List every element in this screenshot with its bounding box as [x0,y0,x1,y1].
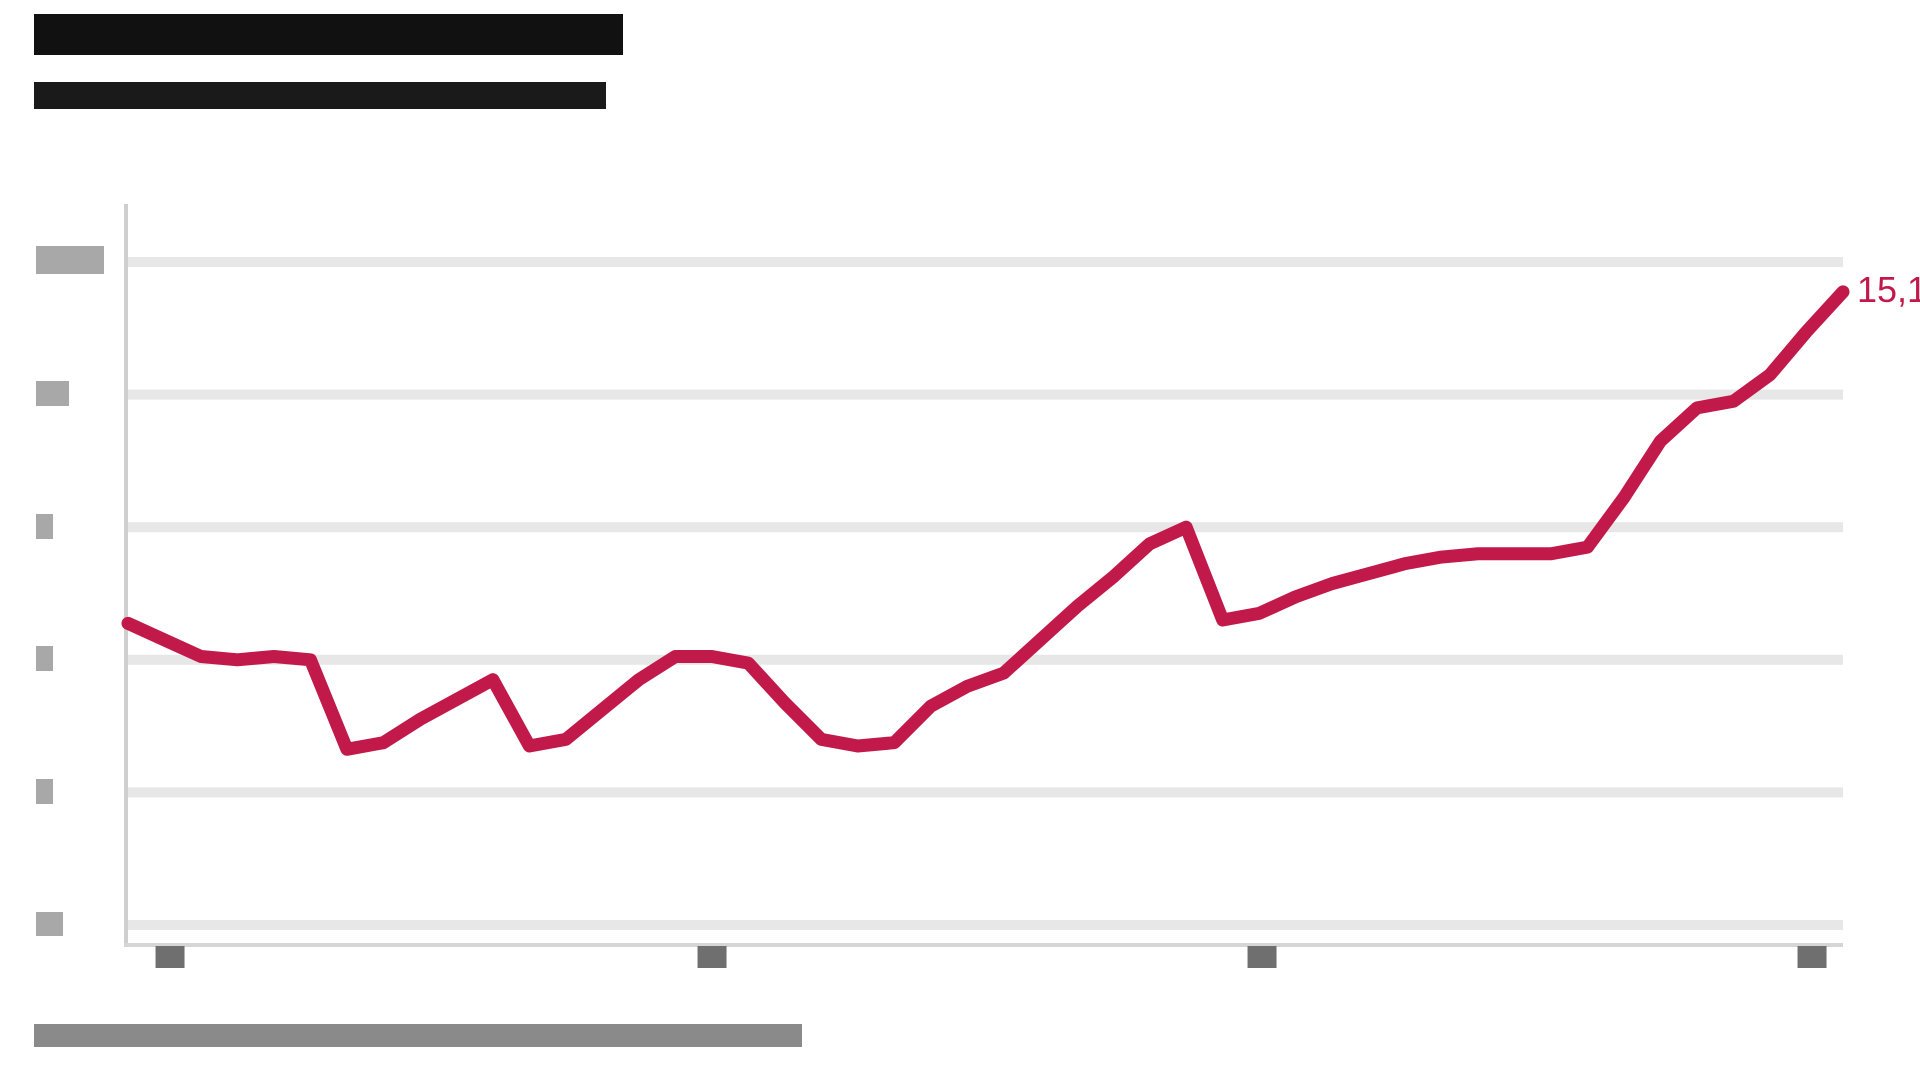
end-value-label: 15,1% [1857,268,1920,310]
gridline-group [128,257,1843,930]
y-axis-tick-label: 12 [36,379,70,409]
y-axis-tick-label: -4 [36,909,63,939]
y-axis-spine [124,204,128,947]
gridline [128,257,1843,267]
y-axis-tick-label: 0 [36,776,53,806]
y-axis-tick-label: 16% [36,243,105,277]
chart-footnote: Fuente: elaboración propia a partir de d… [34,1022,802,1050]
y-axis-tick-label: 8 [36,511,53,541]
x-axis-spine [124,943,1843,947]
x-axis-tick-label: 19 [697,944,727,970]
data-line-group [121,285,1850,756]
y-axis-line [124,204,128,947]
gridline [128,787,1843,798]
x-axis-tick-label: 18 [155,944,185,970]
gridline [128,389,1843,400]
x-axis-tick-label: 21 [1797,944,1827,970]
chart-header: Más presión para los costes variación de… [34,10,1534,112]
chart-subtitle: variación del gasto total del mes (inter… [34,80,1534,112]
gridline [128,654,1843,665]
gridline [128,522,1843,533]
y-axis-tick-label: 4 [36,644,53,674]
data-line [121,285,1850,756]
page-title: Más presión para los costes [34,10,1534,60]
end-value-text: 15,1% [1857,268,1920,310]
gridline [128,920,1843,930]
x-axis-line [124,943,1843,947]
x-axis-tick-label: 20 [1247,944,1277,970]
